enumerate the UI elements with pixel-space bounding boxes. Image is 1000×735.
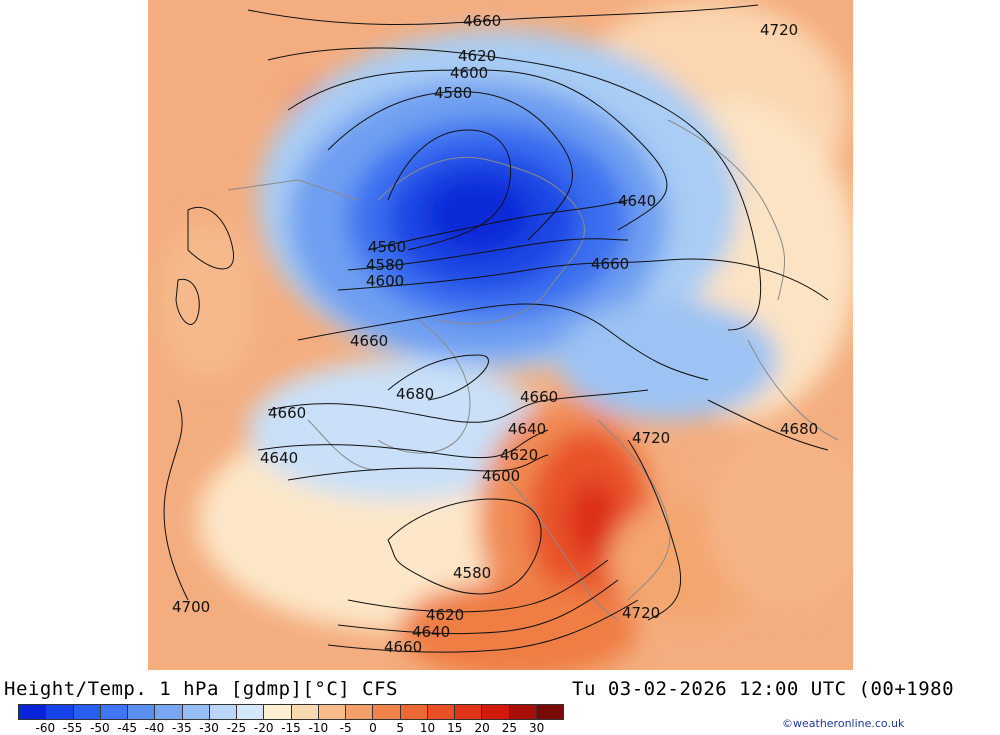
contour-label: 4580 bbox=[366, 256, 404, 274]
contour-labels: 4660 4720 4620 4600 4580 4640 4560 4580 … bbox=[172, 12, 818, 656]
contour-label: 4720 bbox=[622, 604, 660, 622]
contour-label: 4640 bbox=[260, 449, 298, 467]
map-title: Height/Temp. 1 hPa [gdmp][°C] CFS bbox=[4, 678, 398, 700]
legend-tick-label: 5 bbox=[396, 721, 405, 735]
contour-label: 4620 bbox=[458, 47, 496, 65]
legend-tick-label: 20 bbox=[474, 721, 490, 735]
contour-label: 4580 bbox=[453, 564, 491, 582]
contour-label: 4660 bbox=[520, 388, 558, 406]
contour-label: 4660 bbox=[591, 255, 629, 273]
contour-label: 4600 bbox=[450, 64, 488, 82]
legend-tick-label: -10 bbox=[308, 721, 329, 735]
legend-swatch bbox=[236, 704, 264, 720]
legend-swatch bbox=[18, 704, 46, 720]
legend-swatch bbox=[481, 704, 509, 720]
legend-swatch bbox=[426, 704, 454, 720]
legend-tick-label: -25 bbox=[226, 721, 247, 735]
legend-swatch bbox=[99, 704, 127, 720]
contour-label: 4560 bbox=[368, 238, 406, 256]
legend-tick-label: -35 bbox=[171, 721, 192, 735]
contour-label: 4660 bbox=[350, 332, 388, 350]
legend-swatch bbox=[399, 704, 427, 720]
temperature-field bbox=[158, 0, 853, 670]
contour-label: 4720 bbox=[760, 21, 798, 39]
legend-tick-label: -40 bbox=[144, 721, 165, 735]
contour-label: 4640 bbox=[618, 192, 656, 210]
contour-label: 4660 bbox=[384, 638, 422, 656]
legend-swatch bbox=[508, 704, 536, 720]
legend-tick-label: -55 bbox=[62, 721, 83, 735]
legend-swatch bbox=[154, 704, 182, 720]
legend-swatch bbox=[535, 704, 564, 720]
contour-label: 4600 bbox=[482, 467, 520, 485]
legend-tick-label: -50 bbox=[90, 721, 110, 735]
legend-swatch bbox=[263, 704, 291, 720]
contour-label: 4620 bbox=[426, 606, 464, 624]
contour-label: 4640 bbox=[508, 420, 546, 438]
legend-tick-label: 30 bbox=[529, 721, 545, 735]
contour-label: 4700 bbox=[172, 598, 210, 616]
legend-swatch bbox=[372, 704, 400, 720]
coastlines bbox=[227, 119, 839, 621]
credit-text: ©weatheronline.co.uk bbox=[782, 717, 905, 730]
legend-tick-label: 0 bbox=[369, 721, 377, 735]
legend-tick-label: -15 bbox=[281, 721, 301, 735]
legend-swatch bbox=[45, 704, 73, 720]
contour-label: 4720 bbox=[632, 429, 670, 447]
valid-time: Tu 03-02-2026 12:00 UTC (00+1980 bbox=[572, 678, 955, 700]
contour-label: 4580 bbox=[434, 84, 472, 102]
contour-label: 4660 bbox=[463, 12, 501, 30]
legend-tick-label: -60 bbox=[35, 721, 56, 735]
color-legend bbox=[18, 704, 564, 720]
legend-swatch bbox=[290, 704, 318, 720]
legend-tick-label: 15 bbox=[447, 721, 463, 735]
legend-swatch bbox=[72, 704, 100, 720]
legend-swatch bbox=[345, 704, 373, 720]
legend-swatch bbox=[208, 704, 236, 720]
contour-label: 4660 bbox=[268, 404, 306, 422]
legend-tick-label: -45 bbox=[117, 721, 137, 735]
legend-tick-label: -30 bbox=[199, 721, 219, 735]
contour-label: 4680 bbox=[780, 420, 818, 438]
legend-tick-label: 25 bbox=[501, 721, 518, 735]
legend-swatch bbox=[454, 704, 482, 720]
weather-map: 4660 4720 4620 4600 4580 4640 4560 4580 … bbox=[148, 0, 853, 670]
contour-label: 4600 bbox=[366, 272, 404, 290]
contour-label: 4640 bbox=[412, 623, 450, 641]
legend-swatch bbox=[317, 704, 345, 720]
legend-ticks: -60 -55 -50 -45 -40 -35 -30 -25 -20 -15 -10 -5 0 5 10 1… bbox=[18, 721, 578, 735]
contour-label: 4620 bbox=[500, 446, 538, 464]
height-contours bbox=[163, 4, 829, 653]
legend-tick-label: -20 bbox=[253, 721, 274, 735]
contour-label: 4680 bbox=[396, 385, 434, 403]
legend-swatch bbox=[127, 704, 155, 720]
legend-tick-label: -5 bbox=[339, 721, 352, 735]
legend-tick-label: 10 bbox=[419, 721, 436, 735]
legend-swatch bbox=[181, 704, 209, 720]
